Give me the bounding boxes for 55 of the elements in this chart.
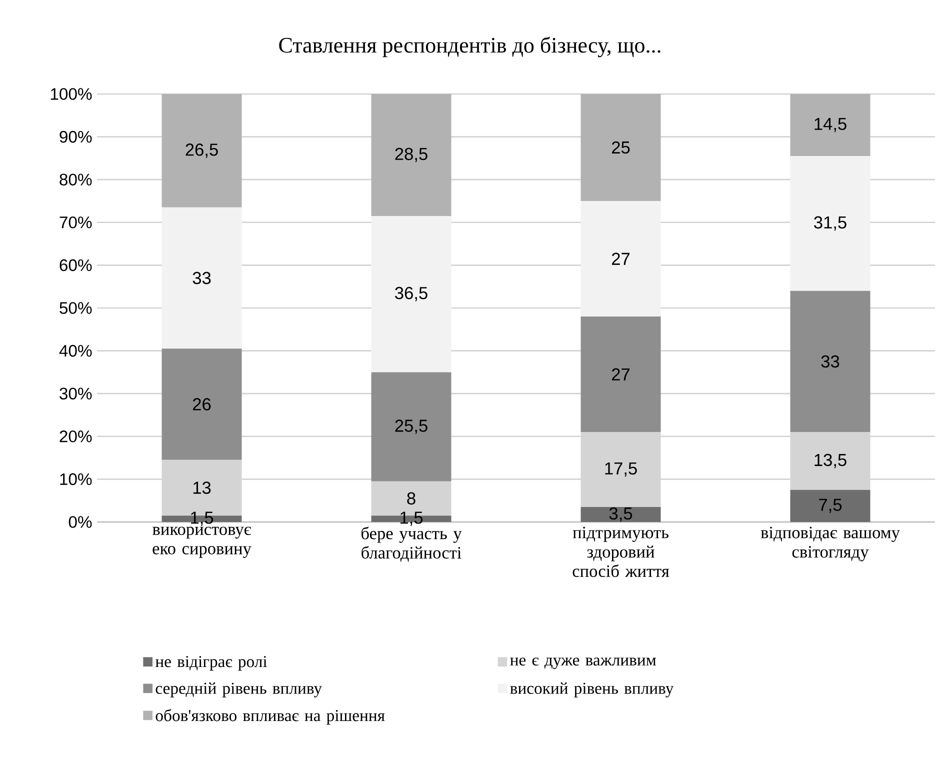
data-label: 27	[612, 368, 630, 380]
data-label: 14,5	[814, 118, 846, 132]
bar	[790, 94, 870, 156]
bar	[162, 348, 242, 460]
y-tick-label: 60%	[60, 259, 92, 272]
data-label: 26	[192, 398, 211, 410]
bar	[790, 432, 870, 490]
data-label: 3,5	[609, 507, 632, 522]
x-tick-label: використовує еко сировину	[152, 526, 252, 558]
data-label: 25,5	[395, 420, 428, 434]
y-tick-label: 50%	[60, 302, 92, 314]
y-tick-label: 0%	[68, 516, 92, 528]
y-tick-label: 90%	[60, 130, 92, 143]
legend-label: високий рівень впливу	[510, 682, 674, 698]
bar	[371, 216, 452, 372]
data-label: 31,5	[814, 216, 846, 231]
data-label: 17,5	[605, 462, 637, 477]
data-label: 26,5	[186, 144, 218, 158]
data-label: 27	[612, 252, 630, 265]
data-label: 25	[612, 141, 630, 154]
bar	[790, 156, 870, 291]
bar	[162, 94, 242, 208]
y-tick-label: 100%	[50, 88, 92, 100]
bar	[371, 372, 452, 482]
data-label: 8	[407, 492, 416, 505]
bar	[162, 207, 242, 349]
x-tick-label: відповідає вашому світогляду	[760, 526, 900, 562]
data-label: 33	[192, 272, 211, 284]
bar	[790, 490, 870, 522]
bar	[371, 94, 452, 216]
bar	[580, 316, 661, 432]
y-tick-label: 10%	[60, 473, 92, 486]
legend-label: не є дуже важливим	[510, 658, 656, 670]
x-tick-label: підтримують здоровий спосіб життя	[572, 526, 670, 578]
y-tick-label: 20%	[60, 430, 92, 442]
y-tick-label: 70%	[60, 216, 92, 228]
data-label: 36,5	[395, 286, 428, 302]
data-label: 33	[821, 355, 840, 368]
bar	[580, 432, 661, 508]
chart-title: Ставлення респондентів до бізнесу, що...	[279, 36, 660, 58]
legend-label: середній рівень впливу	[156, 682, 322, 698]
x-tick-label: бере участь у благодійності	[362, 526, 462, 562]
legend-label: не відіграє ролі	[155, 656, 268, 671]
data-label: 13	[193, 482, 211, 494]
data-label: 28,5	[395, 148, 428, 162]
legend-label: обов'язково впливає на рішення	[156, 709, 385, 725]
bar	[790, 290, 870, 432]
y-tick-label: 80%	[60, 174, 92, 186]
y-tick-label: 30%	[60, 388, 92, 400]
bar	[580, 200, 661, 317]
data-label: 7,5	[819, 498, 842, 514]
data-label: 13,5	[814, 454, 846, 468]
bar	[580, 94, 661, 201]
bar	[580, 507, 661, 522]
y-tick-label: 40%	[59, 344, 92, 357]
